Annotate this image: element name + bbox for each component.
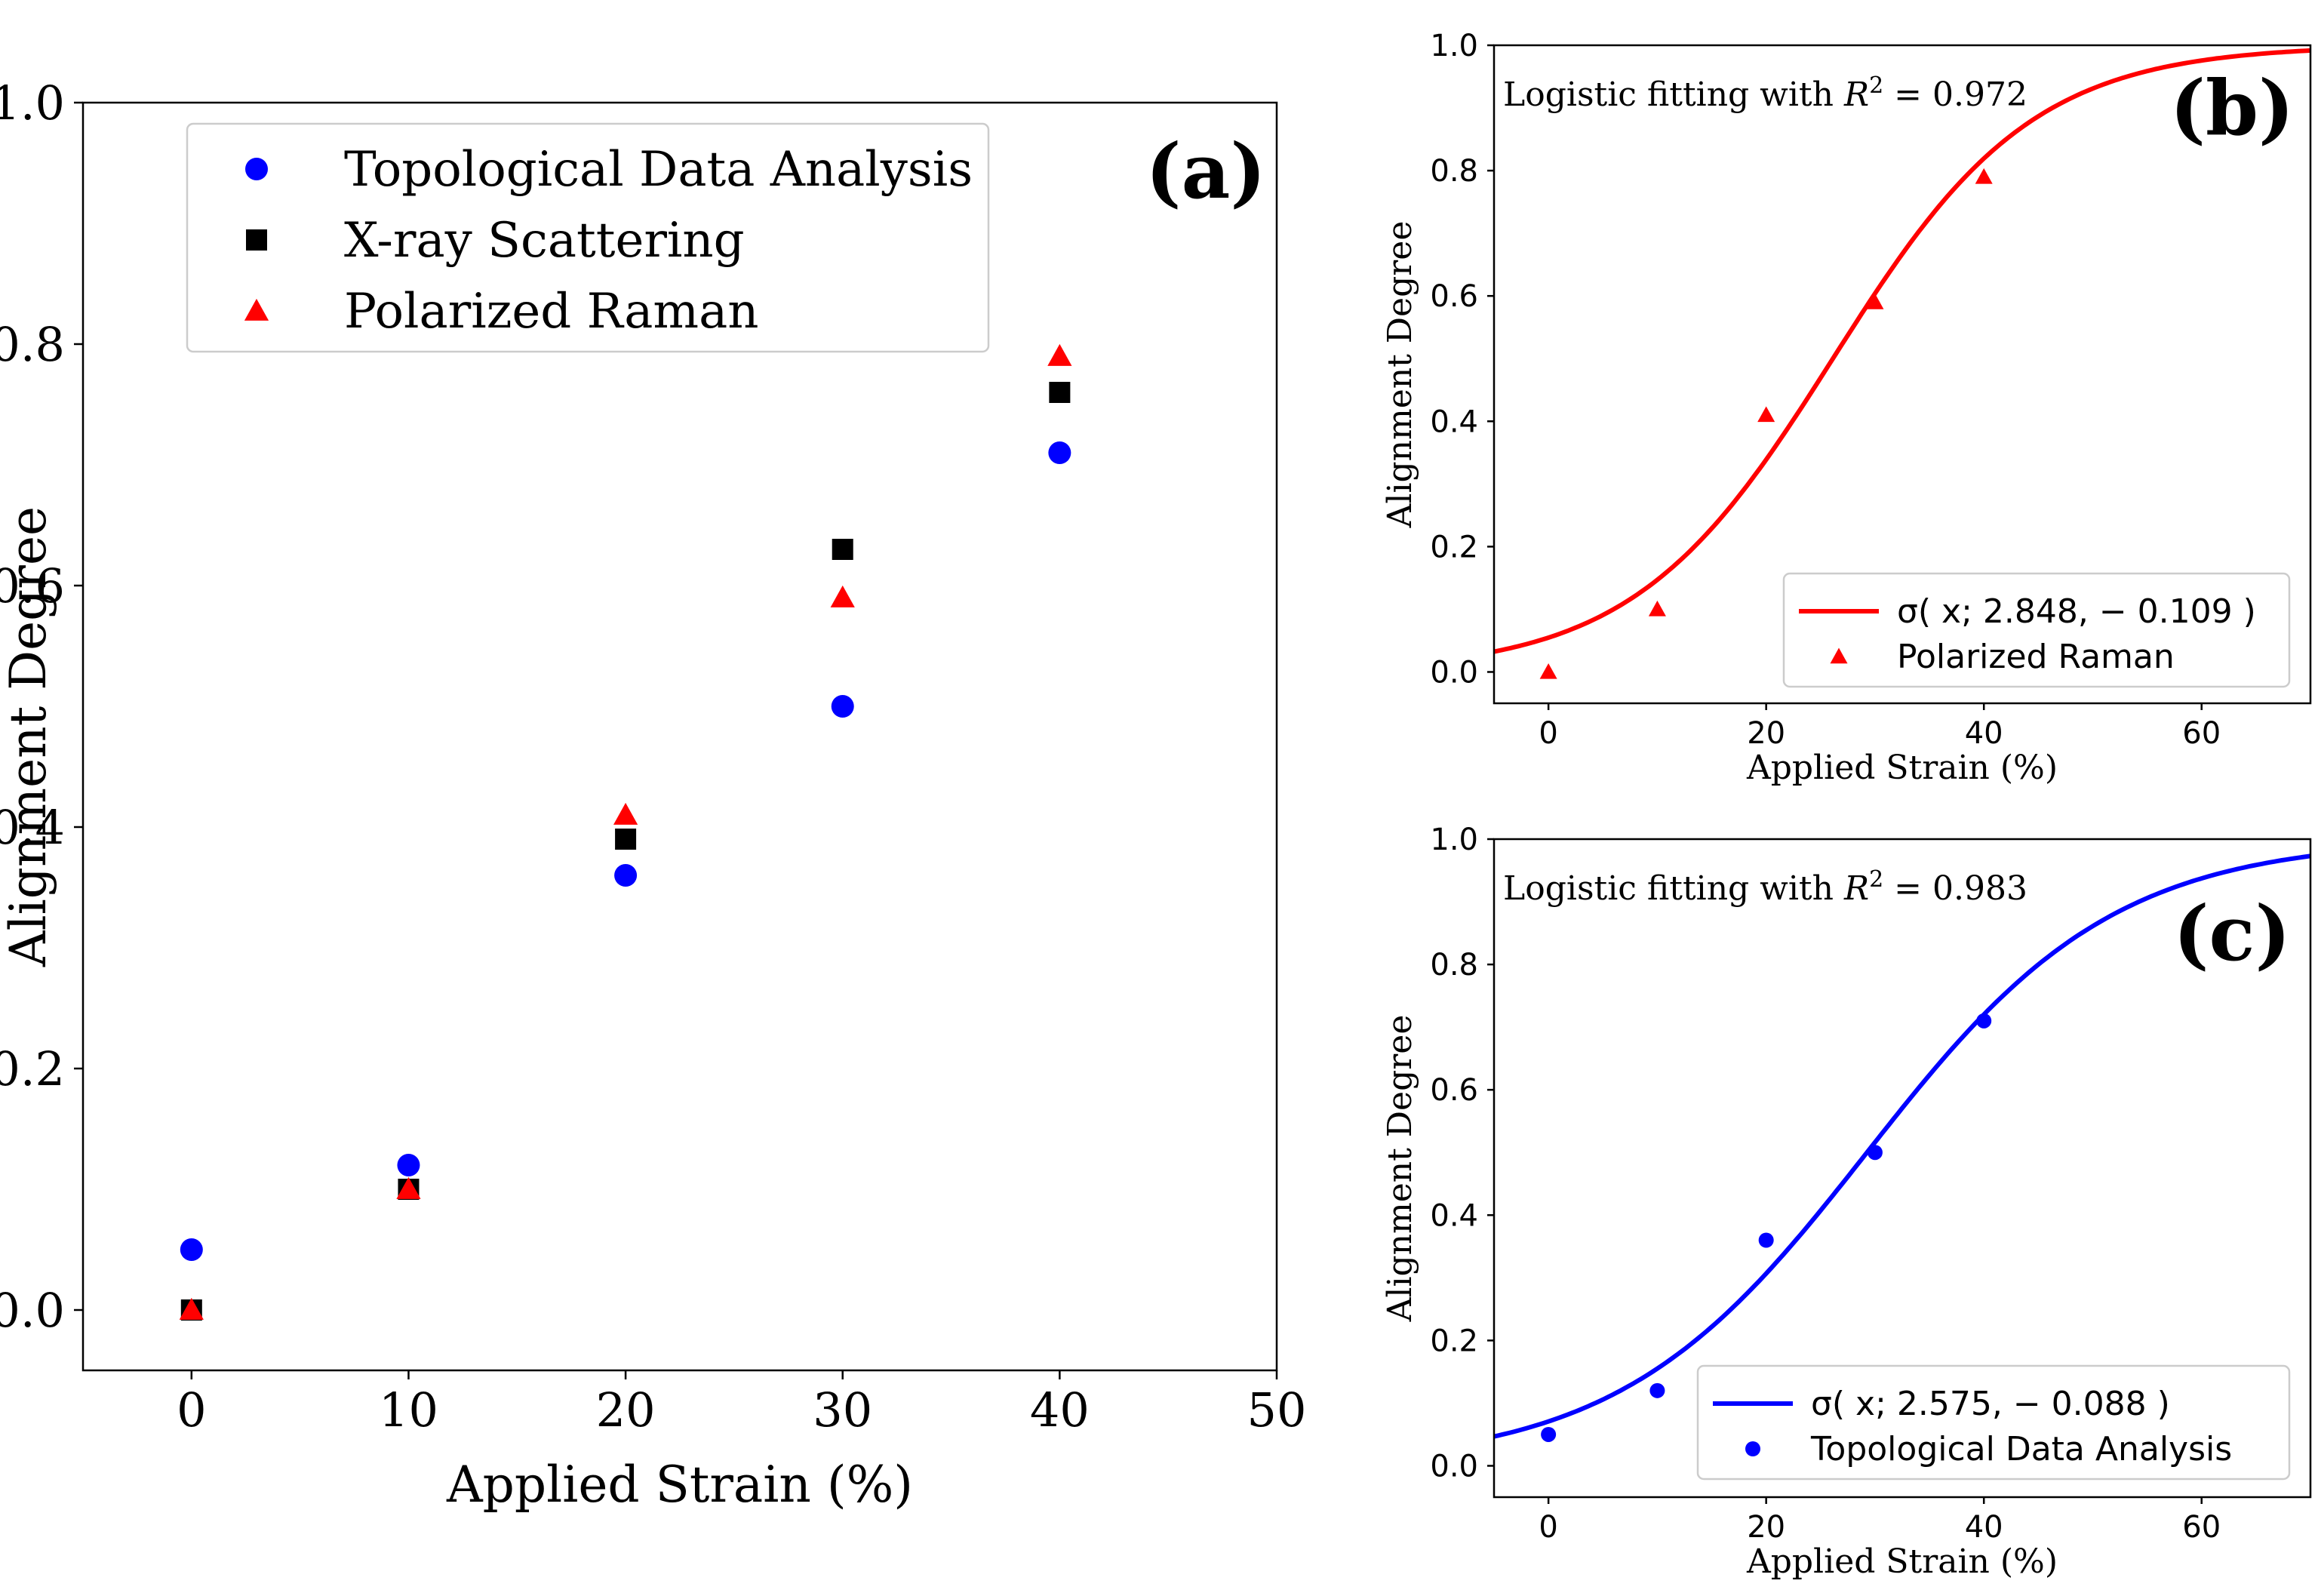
legend-marker [245,158,268,180]
y-tick-label: 0.6 [1430,1073,1478,1108]
panel-letter: (b) [2170,63,2295,152]
x-tick-label: 20 [596,1382,656,1438]
y-axis-label: Alignment Degree [1381,1015,1419,1323]
data-point [1048,441,1071,464]
panel-b: 0 20 40 60 0.0 0.2 0.4 0.6 0.8 1.0 Applied Strain … [1381,29,2312,787]
x-tick-label: 10 [379,1382,438,1438]
data-point [1975,168,1993,184]
series-x-ray-scattering [180,382,1071,1321]
data-point [1648,600,1666,617]
fit-annotation: Logistic fitting with R2 = 0.972 [1503,72,2027,115]
y-tick-label: 1.0 [1430,29,1478,63]
y-tick-label: 0.0 [1430,655,1478,690]
y-tick-label: 0.0 [0,1283,65,1338]
data-point [180,1238,203,1261]
x-tick-label: 60 [2182,1510,2221,1545]
x-tick-label: 40 [1965,1510,2003,1545]
y-tick-label: 0.2 [1430,530,1478,564]
panel-a: 0 10 20 30 40 50 0.0 0.2 0.4 0.6 0.8 1.0 Applied Str… [0,75,1306,1514]
data-point [1049,382,1071,403]
x-tick-label: 40 [1965,716,2003,751]
data-point [1541,1426,1557,1442]
legend-label: Topological Data Analysis [1810,1430,2232,1468]
x-tick-label: 40 [1030,1382,1090,1438]
y-tick-label: 0.6 [1430,279,1478,314]
legend: Topological Data Analysis X-ray Scatterin… [186,122,990,353]
panel-letter: (a) [1145,127,1265,216]
plot-frame [1493,838,2312,1499]
data-point [1758,1232,1774,1248]
data-point [1866,293,1884,309]
y-tick-label: 0.4 [1430,1198,1478,1233]
legend-label: X-ray Scattering [344,213,745,269]
data-point [614,864,638,887]
x-tick-label: 60 [2182,716,2221,751]
panel-letter: (c) [2173,889,2291,978]
x-tick-label: 30 [813,1382,872,1438]
legend-frame [1696,1364,2291,1481]
legend-marker [244,298,269,321]
legend-frame [1782,572,2291,688]
data-point [396,1176,421,1199]
y-tick-label: 0.2 [1430,1324,1478,1358]
legend-marker [1745,1441,1760,1456]
plot-frame [1493,44,2312,705]
data-point [1539,663,1557,679]
y-tick-label: 0.0 [1430,1449,1478,1484]
y-tick-label: 0.4 [0,800,65,855]
data-point [1976,1013,1992,1029]
y-tick-label: 0.6 [0,558,65,613]
panel-c: 0 20 40 60 0.0 0.2 0.4 0.6 0.8 1.0 Applied Strain … [1381,823,2312,1581]
fit-curve [1494,853,2310,1439]
data-point [830,585,855,607]
y-tick-label: 0.8 [1430,154,1478,189]
series-polarized-raman [179,343,1072,1320]
data-point [1757,406,1775,423]
x-axis-label: Applied Strain (%) [1746,1542,2058,1581]
x-tick-label: 0 [1539,1510,1557,1545]
x-tick-label: 20 [1747,1510,1785,1545]
plot-frame [81,101,1278,1372]
data-point [179,1297,204,1320]
x-tick-label: 50 [1247,1382,1307,1438]
data-point [1649,1382,1665,1398]
data-point [397,1154,420,1176]
series-topological-data-analysis [180,441,1071,1261]
series-polarized-raman [1539,168,1993,679]
fit-annotation: Logistic fitting with R2 = 0.983 [1503,866,2027,909]
data-point [831,695,854,718]
x-tick-label: 20 [1747,716,1785,751]
data-point [1047,343,1072,366]
legend: σ( x; 2.848, − 0.109 ) Polarized Raman [1782,572,2291,688]
y-axis-label: Alignment Degree [1381,221,1419,529]
legend-marker [1830,647,1848,664]
y-tick-label: 0.2 [0,1041,65,1096]
y-tick-label: 1.0 [1430,823,1478,857]
legend-label: Polarized Raman [344,284,758,340]
legend-frame [186,122,990,353]
y-tick-label: 1.0 [0,75,65,131]
legend-label: σ( x; 2.575, − 0.088 ) [1811,1385,2170,1423]
series-topological-data-analysis [1541,1013,1992,1442]
y-tick-label: 0.8 [1430,948,1478,983]
y-axis-label: Alignment Degree [0,506,57,967]
x-axis-label: Applied Strain (%) [1746,749,2058,787]
x-axis-label: Applied Strain (%) [446,1456,913,1514]
legend-marker [246,229,267,251]
data-point [832,539,853,560]
x-tick-label: 0 [1539,716,1557,751]
fit-curve [1494,48,2310,654]
x-tick-label: 0 [177,1382,206,1438]
y-tick-label: 0.4 [1430,404,1478,439]
data-point [1867,1145,1883,1161]
y-tick-label: 0.8 [0,317,65,372]
legend-label: Polarized Raman [1897,638,2175,676]
legend-label: Topological Data Analysis [344,142,973,198]
legend-label: σ( x; 2.848, − 0.109 ) [1897,592,2256,631]
legend: σ( x; 2.575, − 0.088 ) Topological Data A… [1696,1364,2291,1481]
data-point [613,802,638,825]
data-point [615,829,637,850]
